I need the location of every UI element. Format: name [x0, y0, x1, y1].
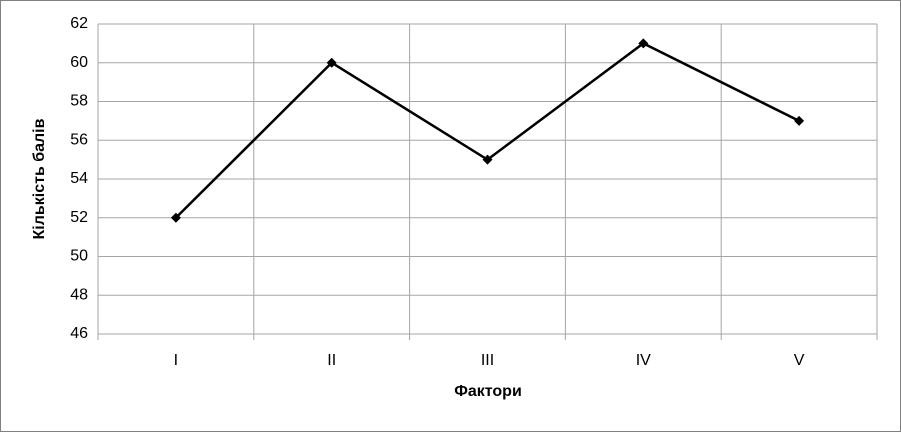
x-tick-label: V: [794, 352, 805, 369]
y-tick-label: 52: [70, 209, 88, 226]
x-tick-label: III: [481, 352, 494, 369]
y-tick-label: 62: [70, 15, 88, 32]
y-tick-label: 46: [70, 325, 88, 342]
marker: [638, 38, 649, 49]
x-tick-label: IV: [636, 352, 651, 369]
y-tick-label: 58: [70, 93, 88, 110]
marker: [170, 212, 181, 223]
x-tick-label: II: [327, 352, 336, 369]
marker: [482, 154, 493, 165]
y-tick-label: 56: [70, 131, 88, 148]
y-tick-label: 50: [70, 248, 88, 265]
marker: [794, 115, 805, 126]
x-axis-title: Фактори: [454, 383, 522, 400]
y-tick-label: 60: [70, 54, 88, 71]
y-tick-label: 48: [70, 286, 88, 303]
x-tick-label: I: [174, 352, 178, 369]
marker: [326, 57, 337, 68]
y-tick-label: 54: [70, 170, 88, 187]
y-axis-title: Кількість балів: [31, 118, 48, 239]
